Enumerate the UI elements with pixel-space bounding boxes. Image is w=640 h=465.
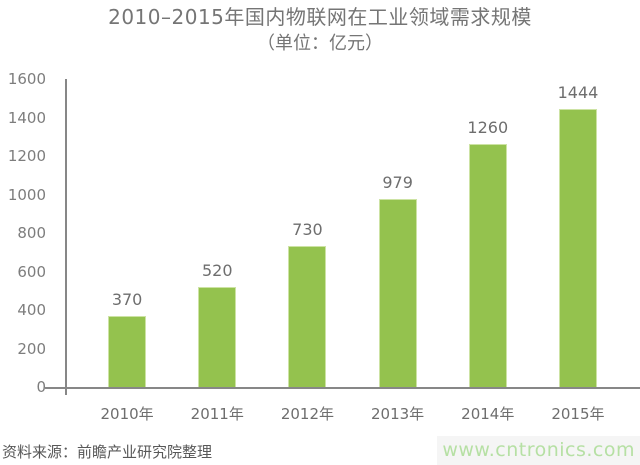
x-tick-label: 2014年 xyxy=(461,405,515,423)
x-tick-label: 2013年 xyxy=(371,405,425,423)
bar-slot: 1260 xyxy=(443,79,533,387)
y-tick-label: 800 xyxy=(17,224,46,242)
watermark-background xyxy=(437,436,640,465)
watermark-url: www.cntronics.com xyxy=(442,439,635,461)
bar-value-label: 1260 xyxy=(467,118,509,138)
x-tick-label: 2010年 xyxy=(100,405,154,423)
source-note: 资料来源：前瞻产业研究院整理 xyxy=(2,443,213,461)
bar-slot: 730 xyxy=(262,79,352,387)
bar xyxy=(558,109,597,387)
chart-subtitle-unit: （单位：亿元） xyxy=(257,33,383,54)
y-tick-label: 1200 xyxy=(7,147,46,165)
y-tick-label: 1400 xyxy=(7,108,46,127)
bar-value-label: 979 xyxy=(382,172,413,192)
y-tick-label: 400 xyxy=(17,301,46,319)
bar xyxy=(198,286,237,387)
bar xyxy=(288,246,327,387)
bar-slot: 520 xyxy=(172,79,262,387)
bar-slot: 1444 xyxy=(533,79,623,387)
bar-slot: 979 xyxy=(353,79,443,387)
bars-area: 370 520 730 979 1260 1444 xyxy=(82,79,623,387)
x-tick-label: 2015年 xyxy=(551,405,605,423)
bar-value-label: 520 xyxy=(201,260,233,280)
x-axis-labels: 2010年 2011年 2012年 2013年 2014年 2015年 xyxy=(82,403,623,424)
x-tick-label: 2012年 xyxy=(280,405,335,423)
bar xyxy=(468,144,507,387)
bar-value-label: 730 xyxy=(292,220,323,240)
y-tick-label: 200 xyxy=(17,339,46,358)
x-axis-line xyxy=(45,387,640,389)
y-tick-label: 600 xyxy=(17,262,46,281)
y-tick-label: 1000 xyxy=(7,185,46,204)
y-axis-line xyxy=(65,79,67,395)
bar-slot: 370 xyxy=(82,79,172,387)
chart-title: 2010–2015年国内物联网在工业领域需求规模 xyxy=(108,5,532,29)
bar-value-label: 1444 xyxy=(557,83,599,103)
y-tick-label: 0 xyxy=(36,378,46,396)
bar xyxy=(108,315,147,387)
x-tick-label: 2011年 xyxy=(190,405,244,423)
y-tick-label: 1600 xyxy=(7,70,46,88)
bar xyxy=(378,198,417,387)
bar-value-label: 370 xyxy=(111,289,143,309)
chart-title-block: 2010–2015年国内物联网在工业领域需求规模 （单位：亿元） xyxy=(0,3,640,56)
